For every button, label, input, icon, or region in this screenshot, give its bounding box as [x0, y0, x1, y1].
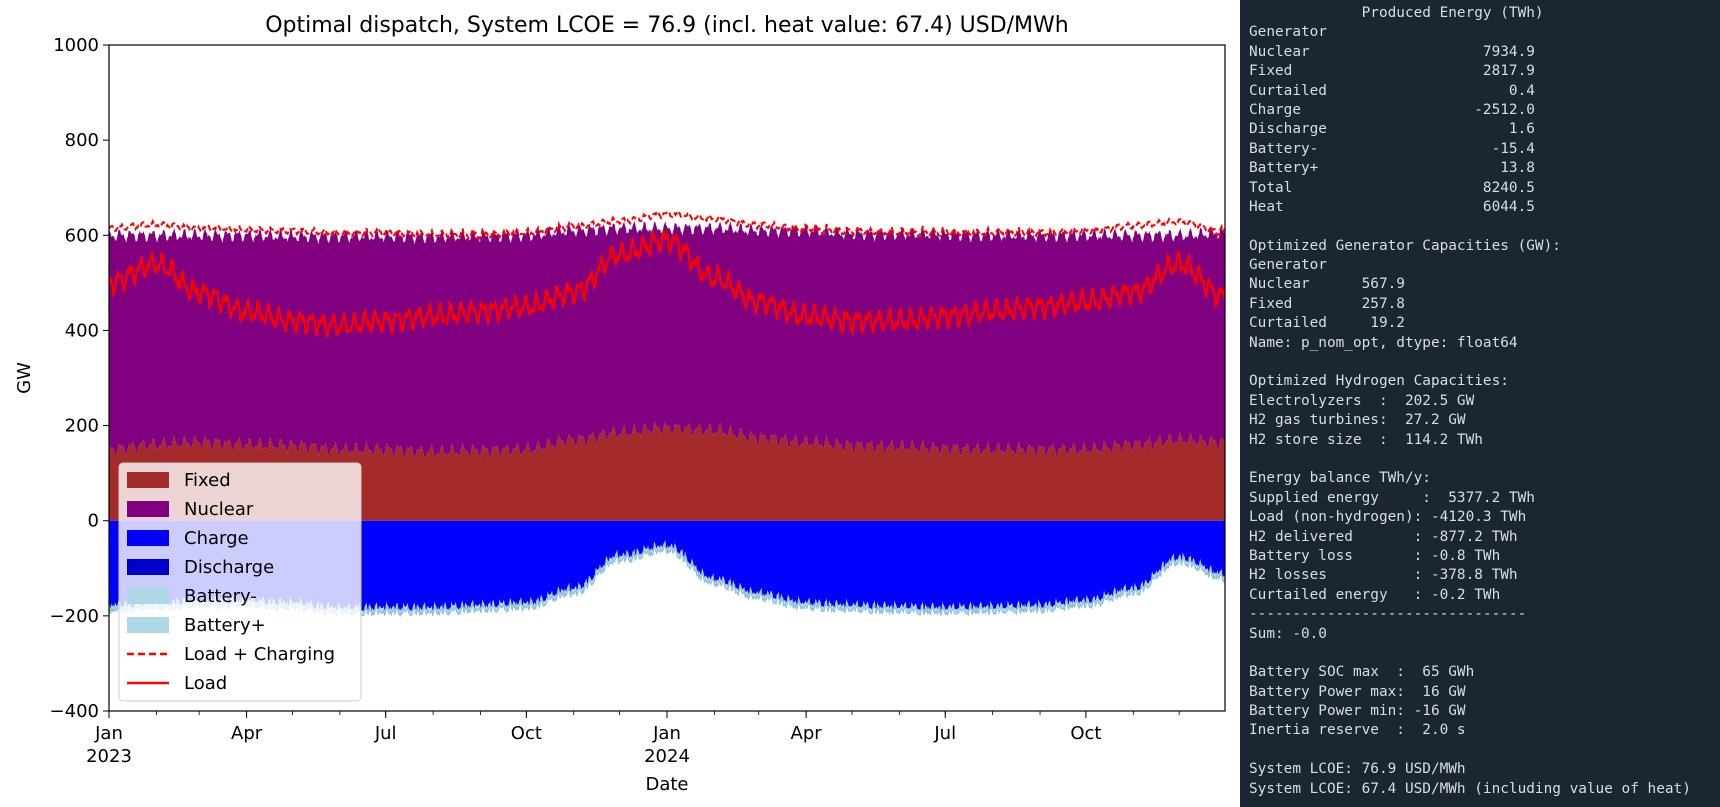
console-line: Fixed 2817.9: [1249, 63, 1535, 80]
console-line: H2 delivered : -877.2 TWh: [1249, 528, 1518, 545]
console-panel: Produced Energy (TWh) Generator Nuclear 79…: [1240, 0, 1720, 807]
console-line: Inertia reserve : 2.0 s: [1249, 722, 1466, 739]
x-tick-year-label: 2023: [86, 746, 132, 767]
series-area-fixed: [109, 421, 1225, 521]
legend-swatch: [127, 530, 169, 546]
y-tick-label: 400: [65, 320, 99, 341]
y-tick-label: −200: [50, 606, 99, 627]
x-tick-label: Jan: [652, 723, 681, 744]
console-line: Discharge 1.6: [1249, 121, 1535, 138]
legend-label: Charge: [184, 528, 249, 549]
x-tick-label: Jul: [933, 723, 956, 744]
console-line: Electrolyzers : 202.5 GW: [1249, 392, 1475, 409]
y-axis-label: GW: [14, 362, 35, 394]
console-line: Charge -2512.0: [1249, 101, 1535, 118]
console-line: Battery- -15.4: [1249, 140, 1535, 157]
console-line: Load (non-hydrogen): -4120.3 TWh: [1249, 509, 1527, 526]
console-line: Supplied energy : 5377.2 TWh: [1249, 489, 1535, 506]
legend-label: Load + Charging: [184, 644, 335, 665]
x-tick-label: Apr: [791, 723, 823, 744]
x-tick-label: Apr: [231, 723, 263, 744]
console-line: Generator: [1249, 257, 1327, 274]
y-tick-label: 1000: [53, 35, 99, 56]
y-tick-label: 0: [88, 511, 99, 532]
legend-label: Discharge: [184, 557, 274, 578]
legend-label: Battery+: [184, 615, 266, 636]
console-line: Battery SOC max : 65 GWh: [1249, 664, 1475, 681]
console-line: Name: p_nom_opt, dtype: float64: [1249, 334, 1518, 351]
dispatch-chart: −400 −200 0 200 400 600 800 1000 Jan 2023 Apr Jul Oc…: [14, 13, 1226, 795]
legend-box: [118, 462, 362, 702]
console-line: Optimized Hydrogen Capacities:: [1249, 373, 1509, 390]
y-tick-label: −400: [50, 701, 99, 722]
console-line: [1249, 217, 1691, 236]
console-line: Curtailed energy : -0.2 TWh: [1249, 586, 1501, 603]
console-line: H2 losses : -378.8 TWh: [1249, 567, 1518, 584]
console-line: H2 store size : 114.2 TWh: [1249, 431, 1483, 448]
console-line: Battery Power max: 16 GW: [1249, 683, 1466, 700]
console-line: H2 gas turbines: 27.2 GW: [1249, 412, 1466, 429]
x-tick-label: Oct: [511, 723, 542, 744]
console-line: --------------------------------: [1249, 606, 1527, 623]
area-layer: [109, 220, 1225, 618]
console-line: Battery+ 13.8: [1249, 160, 1535, 177]
console-line: Nuclear 567.9: [1249, 276, 1405, 293]
console-line: Optimized Generator Capacities (GW):: [1249, 237, 1561, 254]
legend-swatch: [127, 472, 169, 488]
console-line: Battery Power min: -16 GW: [1249, 703, 1466, 720]
legend-label: Nuclear: [184, 499, 254, 520]
series-line-load-charging: [109, 208, 1225, 241]
console-line: Curtailed 0.4: [1249, 82, 1535, 99]
console-line: Fixed 257.8: [1249, 295, 1405, 312]
x-tick-label: Jul: [374, 723, 397, 744]
y-tick-label: 200: [65, 416, 99, 437]
x-tick-label: Oct: [1070, 723, 1101, 744]
legend-label: Fixed: [184, 470, 231, 491]
legend-swatch: [127, 559, 169, 575]
console-line: Curtailed 19.2: [1249, 315, 1405, 332]
chart-legend: Fixed Nuclear Charge Discharge Battery- Batte…: [118, 462, 362, 702]
series-area-charge: [109, 520, 1225, 612]
console-line: [1249, 450, 1691, 469]
x-tick-year-label: 2024: [644, 746, 690, 767]
console-line: [1249, 353, 1691, 372]
console-line: [1249, 741, 1691, 760]
console-line: Energy balance TWh/y:: [1249, 470, 1431, 487]
x-axis-label: Date: [645, 774, 688, 795]
legend-swatch: [127, 617, 169, 633]
legend-label: Load: [184, 673, 227, 694]
series-area-nuclear: [109, 220, 1225, 460]
console-line: [1249, 644, 1691, 663]
y-tick-label: 600: [65, 225, 99, 246]
console-line: Nuclear 7934.9: [1249, 43, 1535, 60]
legend-swatch: [127, 501, 169, 517]
console-line: System LCOE: 76.9 USD/MWh: [1249, 761, 1466, 778]
console-line: Sum: -0.0: [1249, 625, 1327, 642]
console-output: Produced Energy (TWh) Generator Nuclear 79…: [1249, 4, 1691, 799]
console-line: System LCOE: 67.4 USD/MWh (including val…: [1249, 780, 1691, 797]
console-line: Produced Energy (TWh): [1249, 5, 1544, 21]
chart-title: Optimal dispatch, System LCOE = 76.9 (in…: [265, 13, 1069, 38]
legend-swatch: [127, 588, 169, 604]
console-line: Heat 6044.5: [1249, 198, 1535, 215]
console-line: Generator: [1249, 24, 1327, 41]
x-tick-label: Jan: [94, 723, 123, 744]
y-tick-label: 800: [65, 130, 99, 151]
series-line-load: [109, 228, 1225, 338]
legend-label: Battery-: [184, 586, 257, 607]
console-line: Total 8240.5: [1249, 179, 1535, 196]
line-layer: [109, 208, 1225, 338]
console-line: Battery loss : -0.8 TWh: [1249, 547, 1501, 564]
